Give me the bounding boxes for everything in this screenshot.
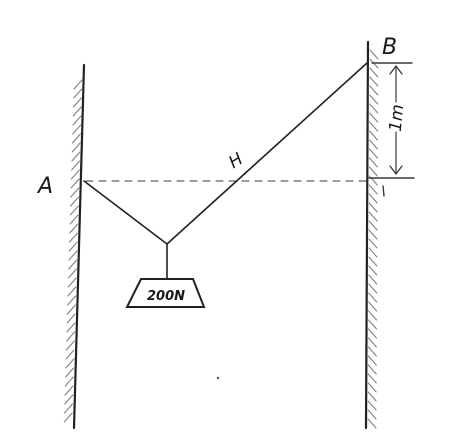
wall-hatch-stroke <box>367 391 377 402</box>
dimension-arrow-up-icon <box>389 64 403 75</box>
wall-hatch-stroke <box>72 97 82 108</box>
wall-hatch-stroke <box>368 238 378 249</box>
wall-hatch-stroke <box>67 268 77 279</box>
wall-hatch-stroke <box>368 274 378 285</box>
wall-hatch-stroke <box>367 373 377 384</box>
wall-hatch-stroke <box>367 382 377 393</box>
wall-hatch-stroke <box>67 295 77 306</box>
wall-hatch-stroke <box>369 85 379 96</box>
left-wall-hatching <box>63 79 83 423</box>
wall-hatch-stroke <box>369 121 379 132</box>
wall-hatch-stroke <box>73 79 83 90</box>
wall-hatch-stroke <box>68 241 78 252</box>
wall-hatch-stroke <box>63 412 73 423</box>
vertical-offset-dimension: 1m <box>368 62 415 179</box>
wall-hatch-stroke <box>368 301 378 312</box>
wall-hatch-stroke <box>368 247 378 258</box>
wall-hatch-stroke <box>368 256 378 267</box>
wall-hatch-stroke <box>368 193 378 204</box>
wall-hatch-stroke <box>66 304 76 315</box>
wall-hatch-stroke <box>369 49 379 60</box>
wall-hatch-stroke <box>67 286 77 297</box>
wall-hatch-stroke <box>368 292 378 303</box>
wall-hatch-stroke <box>69 232 78 243</box>
cable-from-a <box>83 180 168 245</box>
wall-hatch-stroke <box>71 133 81 144</box>
wall-hatch-stroke <box>67 277 77 288</box>
left-wall <box>63 63 86 430</box>
wall-hatch-stroke <box>73 88 83 99</box>
vertical-offset-label: 1m <box>386 104 408 133</box>
wall-hatch-stroke <box>367 400 377 411</box>
wall-hatch-stroke <box>369 76 379 87</box>
point-a-label: A <box>36 174 53 199</box>
dimension-arrow-down-icon <box>389 165 403 176</box>
wall-hatch-stroke <box>368 157 378 168</box>
wall-hatch-stroke <box>367 337 377 348</box>
reference-tick <box>382 185 385 197</box>
wall-hatch-stroke <box>66 313 76 324</box>
wall-hatch-stroke <box>65 349 75 360</box>
point-b-label: B <box>382 35 397 60</box>
wall-hatch-stroke <box>70 196 80 207</box>
wall-hatch-stroke <box>65 358 75 369</box>
wall-hatch-stroke <box>69 205 79 216</box>
wall-hatch-stroke <box>71 151 81 162</box>
wall-hatch-stroke <box>64 385 74 396</box>
wall-hatch-stroke <box>369 139 379 150</box>
wall-hatch-stroke <box>70 169 80 180</box>
load-block <box>125 278 206 308</box>
wall-hatch-stroke <box>68 250 78 261</box>
wall-hatch-stroke <box>69 223 79 234</box>
wall-hatch-stroke <box>368 184 378 195</box>
right-wall-hatching <box>367 49 379 429</box>
wall-hatch-stroke <box>66 322 76 333</box>
wall-hatch-stroke <box>70 178 80 189</box>
wall-hatch-stroke <box>369 103 379 114</box>
wall-hatch-stroke <box>71 160 81 171</box>
wall-hatch-stroke <box>367 364 377 375</box>
wall-hatch-stroke <box>368 283 378 294</box>
wall-hatch-stroke <box>66 331 76 342</box>
wall-hatch-stroke <box>65 340 75 351</box>
wall-hatch-stroke <box>368 220 378 231</box>
wall-hatch-stroke <box>70 187 80 198</box>
wall-hatch-stroke <box>369 94 379 105</box>
wall-hatch-stroke <box>68 259 78 270</box>
wall-hatch-stroke <box>368 319 378 330</box>
wall-hatch-stroke <box>72 124 82 135</box>
wall-hatch-stroke <box>72 115 82 126</box>
wall-hatch-stroke <box>63 403 73 414</box>
wall-hatch-stroke <box>368 265 378 276</box>
wall-hatch-stroke <box>367 418 377 429</box>
wall-hatch-stroke <box>72 106 82 117</box>
wall-hatch-stroke <box>369 67 379 78</box>
wall-hatch-stroke <box>368 229 378 240</box>
wall-hatch-stroke <box>367 355 377 366</box>
load-label: 200N <box>147 289 185 304</box>
stray-mark <box>216 376 220 380</box>
wall-hatch-stroke <box>64 394 74 405</box>
right-wall <box>364 40 379 430</box>
wall-hatch-stroke <box>367 346 377 357</box>
wall-hatch-stroke <box>368 166 378 177</box>
wall-hatch-stroke <box>368 148 378 159</box>
wall-hatch-stroke <box>69 214 79 225</box>
wall-hatch-stroke <box>367 328 377 339</box>
wall-hatch-stroke <box>64 376 74 387</box>
wall-hatch-stroke <box>368 211 378 222</box>
wall-hatch-stroke <box>369 130 379 141</box>
wall-hatch-stroke <box>367 409 377 420</box>
wall-hatch-stroke <box>369 112 379 123</box>
wall-hatch-stroke <box>368 202 378 213</box>
wall-hatch-stroke <box>368 310 378 321</box>
wall-hatch-stroke <box>71 142 81 153</box>
wall-hatch-stroke <box>65 367 75 378</box>
cable-label: H <box>225 149 247 173</box>
cable-to-b <box>166 62 368 245</box>
